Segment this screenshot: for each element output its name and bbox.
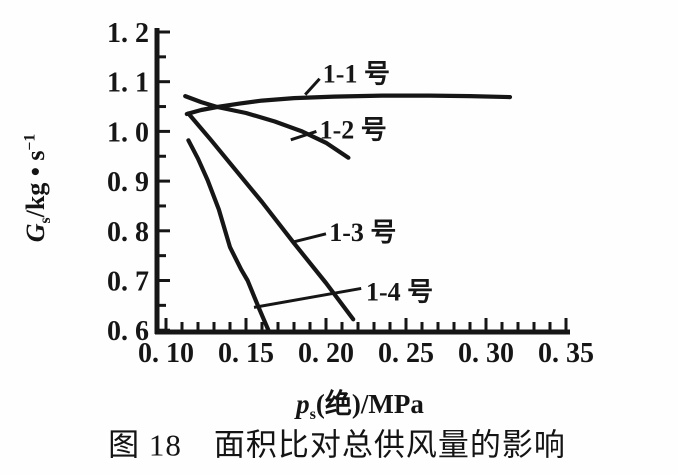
x-tick-label: 0. 35 bbox=[538, 338, 594, 369]
y-tick-label: 0. 8 bbox=[107, 217, 149, 248]
x-axis-quantity-symbol: p bbox=[296, 388, 310, 419]
y-axis-unit: /kg • s bbox=[20, 150, 50, 218]
curve-label-1-4: 1-4 号 bbox=[366, 277, 433, 306]
x-tick-label: 0. 20 bbox=[298, 338, 354, 369]
y-tick-label: 1. 0 bbox=[107, 117, 149, 148]
curve-label-1-1: 1-1 号 bbox=[323, 60, 390, 89]
x-tick-label: 0. 15 bbox=[218, 338, 274, 369]
curve-1-1 bbox=[184, 93, 513, 117]
x-axis-label: ps(绝)/MPa bbox=[296, 382, 424, 424]
y-tick-label: 0. 6 bbox=[107, 316, 149, 347]
y-tick-label: 0. 9 bbox=[107, 167, 149, 198]
curve-1-3 bbox=[186, 111, 356, 322]
curve-1-2 bbox=[183, 94, 351, 160]
y-axis-quantity-subscript: s bbox=[37, 217, 55, 224]
x-axis-unit: (绝)/MPa bbox=[315, 388, 424, 419]
y-tick-label: 0. 7 bbox=[107, 267, 149, 298]
curve-1-4 bbox=[186, 138, 271, 333]
x-tick-label: 0. 25 bbox=[378, 338, 434, 369]
x-tick-label: 0. 30 bbox=[458, 338, 514, 369]
leader-line-1-2 bbox=[290, 129, 317, 142]
y-axis-unit-exponent: −1 bbox=[21, 133, 39, 151]
y-axis-quantity-symbol: G bbox=[20, 223, 50, 243]
curve-label-1-2: 1-2 号 bbox=[320, 115, 387, 144]
leader-line-1-3 bbox=[292, 232, 327, 244]
figure-caption: 图 18 面积比对总供风量的影响 bbox=[108, 427, 566, 463]
curve-label-1-3: 1-3 号 bbox=[329, 218, 396, 247]
y-tick-label: 1. 2 bbox=[107, 18, 149, 49]
x-axis-quantity-subscript: s bbox=[309, 405, 316, 424]
x-tick-label: 0. 10 bbox=[138, 338, 194, 369]
leader-line-1-1 bbox=[304, 77, 321, 96]
y-tick-label: 1. 1 bbox=[107, 68, 149, 99]
y-axis-label: Gs/kg • s−1 bbox=[21, 134, 55, 242]
leader-line-1-4 bbox=[253, 286, 362, 309]
